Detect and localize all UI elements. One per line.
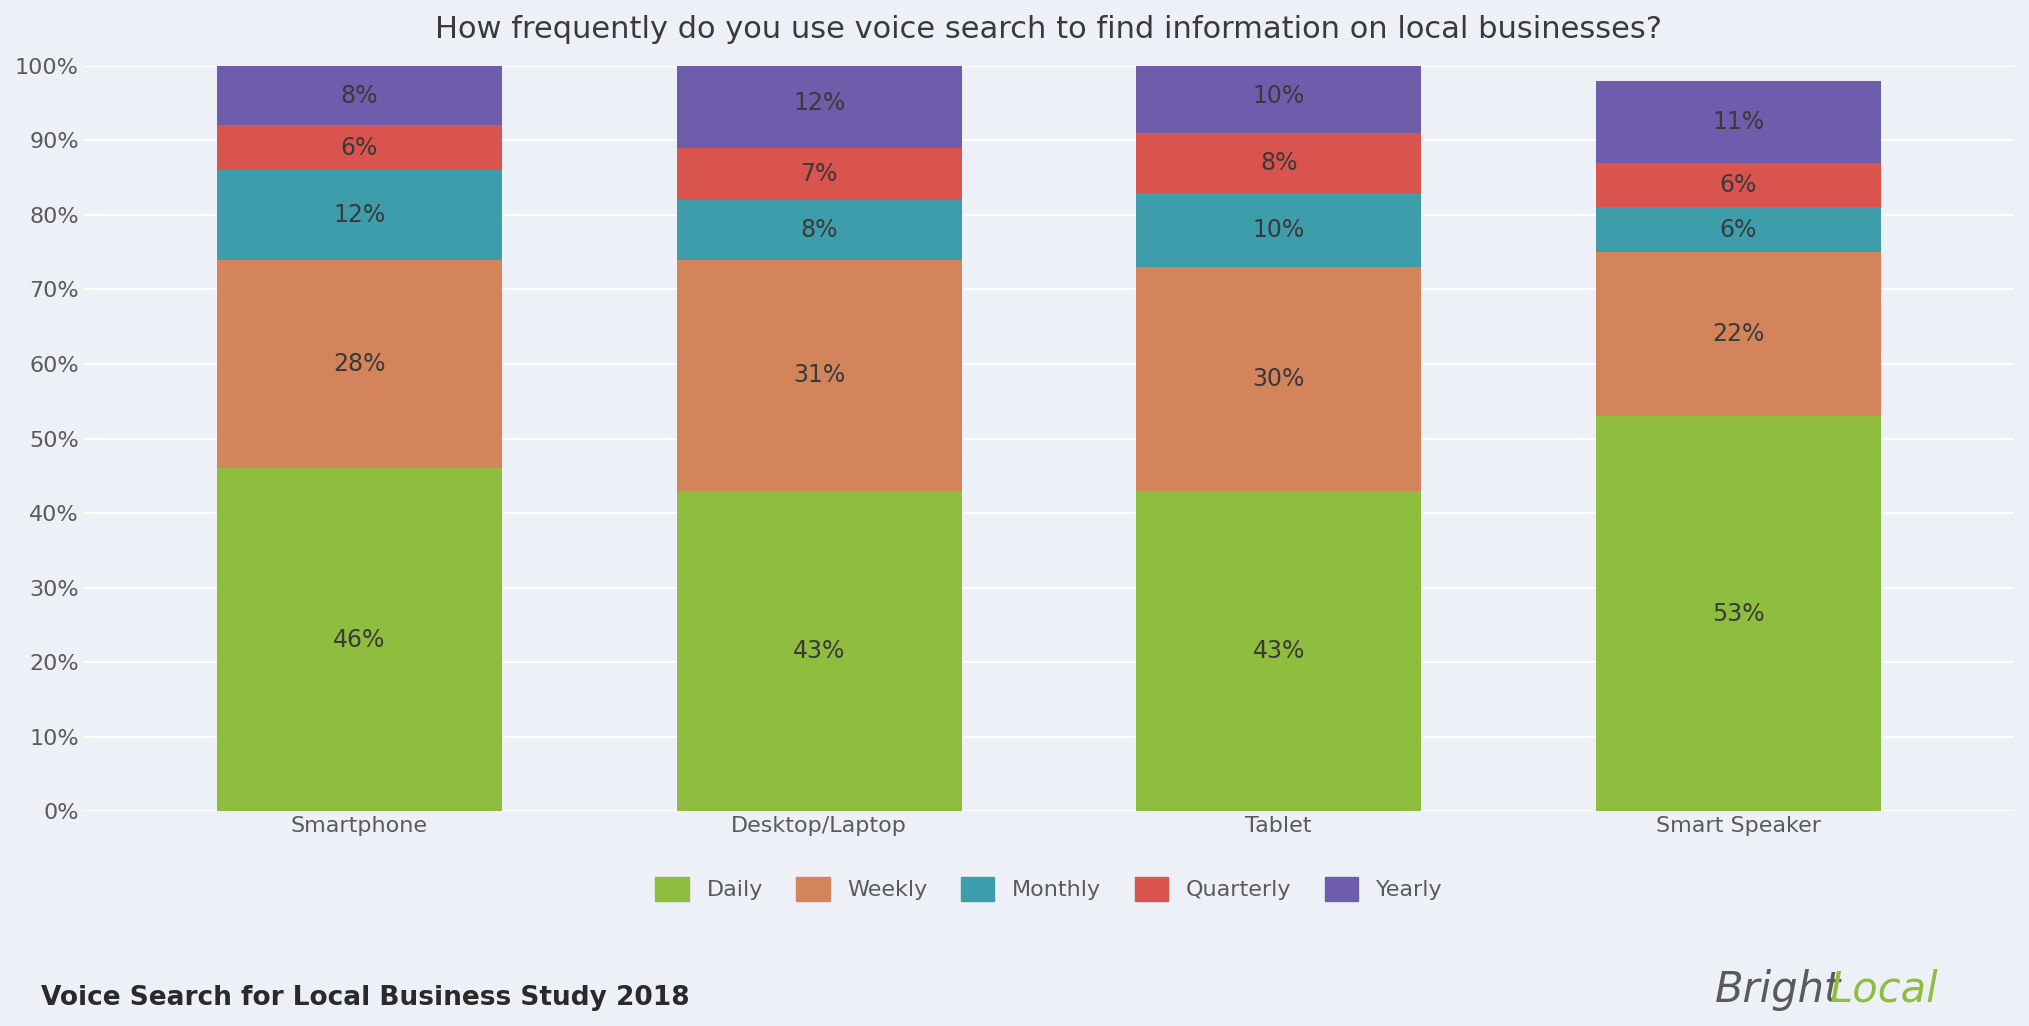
- Text: 6%: 6%: [1719, 173, 1757, 197]
- Text: 12%: 12%: [793, 91, 846, 115]
- Bar: [676, 148, 962, 200]
- Text: 7%: 7%: [799, 162, 838, 186]
- Bar: [1595, 252, 1881, 417]
- Bar: [676, 260, 962, 490]
- Title: How frequently do you use voice search to find information on local businesses?: How frequently do you use voice search t…: [436, 15, 1662, 44]
- Text: Local: Local: [1830, 969, 1940, 1011]
- Text: 28%: 28%: [333, 352, 386, 376]
- Text: 6%: 6%: [341, 135, 377, 160]
- Bar: [1136, 267, 1420, 490]
- Text: 11%: 11%: [1712, 110, 1765, 133]
- Text: 46%: 46%: [333, 628, 386, 652]
- Bar: [1595, 163, 1881, 207]
- Text: 12%: 12%: [333, 203, 386, 227]
- Bar: [1595, 417, 1881, 812]
- Bar: [217, 125, 501, 170]
- Bar: [676, 58, 962, 148]
- Text: Bright: Bright: [1715, 969, 1840, 1011]
- Text: 10%: 10%: [1252, 83, 1305, 108]
- Bar: [217, 170, 501, 260]
- Bar: [676, 200, 962, 260]
- Text: 8%: 8%: [799, 218, 838, 242]
- Bar: [1595, 207, 1881, 252]
- Text: 8%: 8%: [341, 83, 377, 108]
- Bar: [217, 66, 501, 125]
- Text: Voice Search for Local Business Study 2018: Voice Search for Local Business Study 20…: [41, 985, 690, 1011]
- Text: 43%: 43%: [793, 639, 846, 663]
- Bar: [1136, 58, 1420, 133]
- Bar: [1136, 490, 1420, 812]
- Bar: [1595, 81, 1881, 163]
- Text: 31%: 31%: [793, 363, 846, 387]
- Text: 53%: 53%: [1712, 601, 1765, 626]
- Bar: [1136, 133, 1420, 193]
- Bar: [676, 490, 962, 812]
- Text: 10%: 10%: [1252, 218, 1305, 242]
- Text: 8%: 8%: [1260, 151, 1297, 174]
- Bar: [1136, 193, 1420, 267]
- Text: 22%: 22%: [1712, 322, 1765, 346]
- Text: 30%: 30%: [1252, 367, 1305, 391]
- Bar: [217, 468, 501, 812]
- Bar: [217, 260, 501, 468]
- Text: 6%: 6%: [1719, 218, 1757, 242]
- Legend: Daily, Weekly, Monthly, Quarterly, Yearly: Daily, Weekly, Monthly, Quarterly, Yearl…: [645, 866, 1453, 912]
- Text: 43%: 43%: [1252, 639, 1305, 663]
